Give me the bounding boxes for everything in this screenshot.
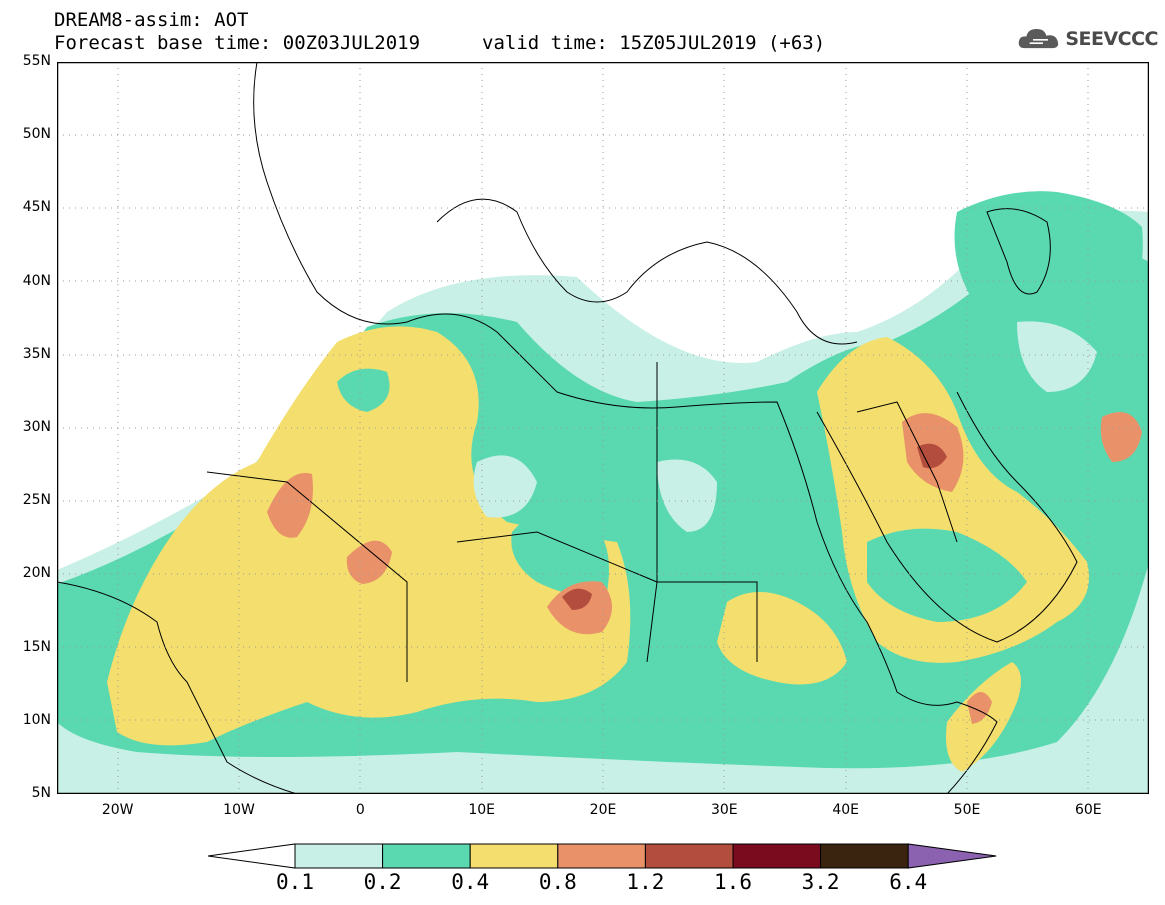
logo-text: SEEVCCC [1065, 28, 1158, 50]
lat-label: 20N [22, 565, 51, 582]
colorbar-swatch [820, 843, 909, 869]
aot-map[interactable] [57, 62, 1149, 794]
colorbar-level-label: 0.1 [276, 870, 314, 894]
lat-label: 50N [22, 126, 51, 143]
aot-band-0-2-caspian [954, 191, 1143, 323]
border-1 [206, 471, 408, 682]
lat-label: 25N [22, 492, 51, 509]
forecast-base-time: Forecast base time: 00Z03JUL2019 [54, 32, 421, 54]
coastline-africa [253, 62, 998, 794]
colorbar-arrow-low [207, 843, 296, 869]
colorbar-level-label: 0.8 [538, 870, 577, 894]
lat-label: 55N [22, 53, 51, 69]
border-2 [456, 531, 658, 663]
coastline-arabia [816, 391, 1078, 643]
colorbar-level-label: 1.6 [714, 870, 752, 894]
lon-label: 10E [468, 802, 495, 818]
valid-time: valid time: 15Z05JUL2019 (+63) [482, 32, 826, 54]
aot-band-1-2-b [917, 443, 947, 469]
lon-label: 40E [832, 802, 859, 818]
colorbar-arrow-high [907, 843, 997, 869]
lat-label: 5N [31, 785, 51, 801]
colorbar-level-label: 6.4 [889, 870, 928, 894]
colorbar-level-label: 3.2 [801, 870, 840, 894]
lat-label: 15N [22, 638, 51, 655]
lon-label: 10W [223, 802, 255, 818]
colorbar-level-label: 0.4 [451, 870, 490, 894]
aot-band-0-8-f [967, 692, 992, 724]
aot-band-1-2 [562, 588, 592, 610]
lon-label: 30E [710, 802, 738, 818]
lon-label: 20E [589, 802, 617, 818]
border-3 [656, 362, 758, 662]
border-4 [856, 401, 958, 543]
lat-label: 30N [22, 419, 51, 435]
cloud-icon [1018, 29, 1059, 49]
lon-label: 50E [953, 802, 981, 818]
gridlines [57, 62, 1149, 794]
colorbar-swatch [382, 843, 471, 869]
seevccc-logo: SEEVCCC [1018, 22, 1158, 56]
lat-label: 45N [22, 199, 51, 216]
map-frame [57, 62, 1149, 794]
colorbar-swatch [469, 843, 559, 869]
colorbar-swatch [732, 843, 822, 869]
lat-label: 10N [22, 711, 51, 728]
aot-band-0-4-west [107, 326, 631, 746]
colorbar [207, 843, 997, 869]
lon-label: 0 [355, 802, 365, 818]
colorbar-swatch [294, 843, 384, 869]
colorbar-level-label: 0.2 [363, 870, 402, 894]
aot-band-0-8-e [1100, 412, 1142, 462]
map-title: DREAM8-assim: AOT [54, 9, 249, 31]
lon-label: 20W [101, 802, 134, 818]
colorbar-level-label: 1.2 [626, 870, 665, 894]
lat-label: 40N [22, 272, 51, 289]
coastline-med-north [436, 198, 858, 345]
aot-band-0-8-b [346, 540, 392, 584]
lat-label: 35N [22, 345, 51, 362]
colorbar-swatch [557, 843, 646, 869]
aot-band-0-4-sudan [717, 592, 847, 685]
aot-band-0-8-a [267, 473, 313, 538]
coastline-westafrica [57, 581, 298, 794]
colorbar-swatch [644, 843, 734, 869]
coastline-caspian [986, 208, 1051, 295]
lon-label: 60E [1074, 802, 1102, 818]
